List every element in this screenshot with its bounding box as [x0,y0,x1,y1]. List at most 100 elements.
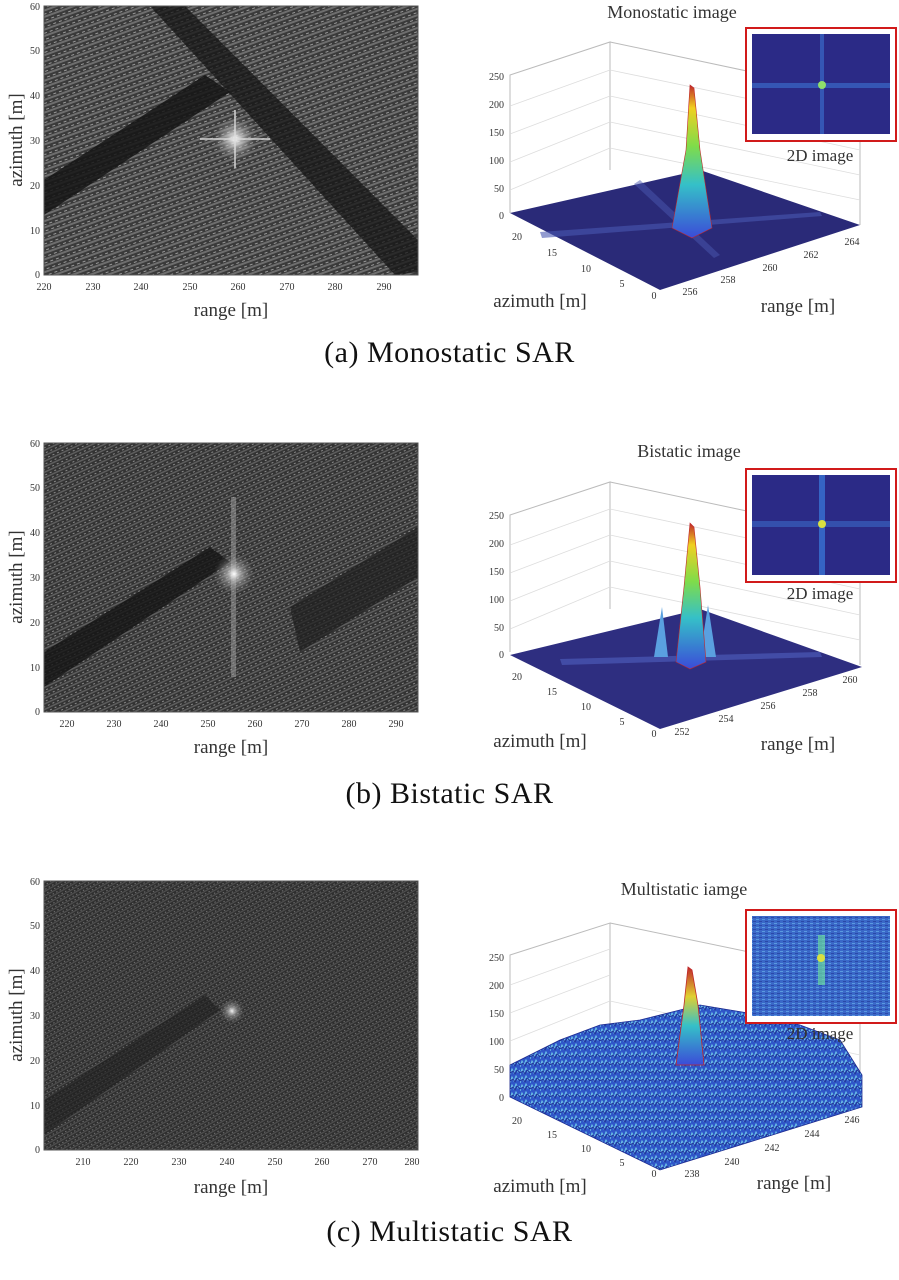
x-tick: 220 [124,1157,139,1168]
sar2d-plot-c: 0 10 20 30 40 50 60 210 220 230 240 250 … [6,877,420,1198]
target-glow [214,554,254,594]
y-tick: 30 [30,573,40,584]
surf3d-plot-b: Bistatic image 0 50 100 150 200 250 [489,441,897,755]
road-band [44,547,230,687]
z-tick: 250 [489,511,504,522]
azimuth-tick: 15 [547,687,557,698]
z-tick: 100 [489,1037,504,1048]
road-band [150,6,418,275]
surf3d-plot-c: Multistatic iamge 0 50 100 150 200 250 2… [489,879,897,1197]
y-tick: 0 [35,270,40,281]
x-axis-label: range [m] [194,300,268,321]
y-axis-ticks-b: 0 10 20 30 40 50 60 [30,439,40,718]
inset-target [817,954,825,962]
z-tick: 150 [489,128,504,139]
x-tick: 280 [405,1157,420,1168]
z-tick: 200 [489,539,504,550]
x-tick: 280 [328,282,343,293]
azimuth-tick: 15 [547,1130,557,1141]
azimuth-tick: 5 [620,279,625,290]
caption-b: (b) Bistatic SAR [345,777,554,810]
range-ticks-b: 252 254 256 258 260 [675,675,858,738]
surf3d-azimuth-label: azimuth [m] [493,1176,586,1197]
z-tick: 0 [499,650,504,661]
z-axis-ticks-a: 0 50 100 150 200 250 [489,72,504,222]
range-ticks-a: 256 258 260 262 264 [683,237,860,298]
x-tick: 290 [377,282,392,293]
surf3d-noise-surface [509,1004,863,1171]
y-axis-ticks-a: 0 10 20 30 40 50 60 [30,2,40,281]
azimuth-ticks-b: 20 15 10 5 0 [512,672,657,740]
y-tick: 20 [30,618,40,629]
z-tick: 150 [489,1009,504,1020]
azimuth-tick: 5 [620,717,625,728]
y-tick: 20 [30,1056,40,1067]
x-tick: 240 [134,282,149,293]
z-tick: 200 [489,981,504,992]
x-axis-label: range [m] [194,737,268,758]
surf3d-azimuth-label: azimuth [m] [493,291,586,312]
y-tick: 10 [30,1101,40,1112]
azimuth-tick: 10 [581,264,591,275]
range-tick: 258 [721,275,736,286]
y-axis-label: azimuth [m] [6,93,27,186]
azimuth-tick: 10 [581,702,591,713]
surf3d-range-label: range [m] [761,296,835,317]
azimuth-tick: 5 [620,1158,625,1169]
x-tick: 260 [248,719,263,730]
y-axis-label: azimuth [m] [6,530,27,623]
road-band [44,75,230,215]
y-tick: 50 [30,921,40,932]
x-tick: 240 [154,719,169,730]
x-axis-ticks-a: 220 230 240 250 260 270 280 290 [37,282,392,293]
x-tick: 210 [76,1157,91,1168]
z-axis-ticks-c: 0 50 100 150 200 250 [489,953,504,1104]
y-axis-ticks-c: 0 10 20 30 40 50 60 [30,877,40,1156]
y-tick: 0 [35,1145,40,1156]
surf3d-peak [675,966,705,1066]
x-axis-ticks-b: 220 230 240 250 260 270 280 290 [60,719,404,730]
azimuth-tick: 15 [547,248,557,259]
caption-a: (a) Monostatic SAR [324,336,575,369]
z-tick: 100 [489,595,504,606]
azimuth-tick: 0 [652,291,657,302]
range-ticks-c: 238 240 242 244 246 [685,1115,860,1180]
x-tick: 230 [172,1157,187,1168]
inset-label: 2D image [787,584,854,603]
surf3d-title: Monostatic image [607,2,736,22]
range-tick: 258 [803,688,818,699]
x-tick: 250 [201,719,216,730]
range-tick: 240 [725,1157,740,1168]
range-tick: 242 [765,1143,780,1154]
x-tick: 220 [37,282,52,293]
surf3d-range-label: range [m] [757,1173,831,1194]
y-tick: 60 [30,877,40,888]
surf3d-grid [509,508,861,641]
surf3d-plot-a: Monostatic image 0 50 100 150 [489,2,897,317]
surf3d-title: Bistatic image [637,441,740,461]
z-tick: 0 [499,1093,504,1104]
y-tick: 40 [30,528,40,539]
panel-c: 0 10 20 30 40 50 60 210 220 230 240 250 … [0,875,899,1275]
azimuth-tick: 20 [512,1116,522,1127]
z-tick: 150 [489,567,504,578]
x-tick: 250 [268,1157,283,1168]
range-tick: 262 [804,250,819,261]
x-tick: 220 [60,719,75,730]
azimuth-ticks-a: 20 15 10 5 0 [512,232,657,302]
range-tick: 238 [685,1169,700,1180]
surf3d-peak [675,522,707,670]
z-axis-ticks-b: 0 50 100 150 200 250 [489,511,504,661]
y-tick: 0 [35,707,40,718]
azimuth-tick: 0 [652,1169,657,1180]
x-tick: 270 [280,282,295,293]
y-tick: 10 [30,226,40,237]
z-tick: 250 [489,72,504,83]
x-tick: 260 [315,1157,330,1168]
y-tick: 60 [30,2,40,13]
z-tick: 0 [499,211,504,222]
range-tick: 254 [719,714,734,725]
range-tick: 260 [763,263,778,274]
surf3d-side-peak [654,607,668,657]
panel-a: 0 10 20 30 40 50 60 220 230 240 250 260 … [0,0,899,400]
